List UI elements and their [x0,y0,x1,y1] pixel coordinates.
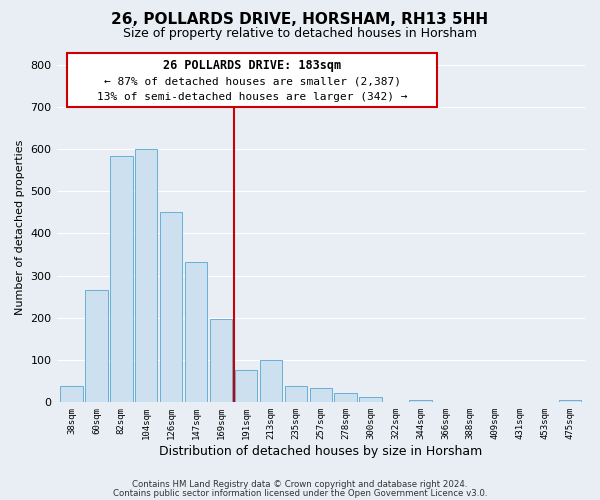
Bar [235,370,257,402]
Bar [409,400,431,402]
Text: 13% of semi-detached houses are larger (342) →: 13% of semi-detached houses are larger (… [97,92,407,102]
Text: Contains HM Land Registry data © Crown copyright and database right 2024.: Contains HM Land Registry data © Crown c… [132,480,468,489]
Bar [260,360,282,402]
Bar [559,400,581,402]
Text: 26, POLLARDS DRIVE, HORSHAM, RH13 5HH: 26, POLLARDS DRIVE, HORSHAM, RH13 5HH [112,12,488,28]
Bar [334,394,357,402]
Bar [110,156,133,402]
Bar [284,386,307,402]
Bar [60,386,83,402]
Text: ← 87% of detached houses are smaller (2,387): ← 87% of detached houses are smaller (2,… [104,76,401,86]
Text: Contains public sector information licensed under the Open Government Licence v3: Contains public sector information licen… [113,489,487,498]
Bar [85,290,107,402]
Bar [185,262,208,402]
Text: Size of property relative to detached houses in Horsham: Size of property relative to detached ho… [123,28,477,40]
FancyBboxPatch shape [67,52,437,106]
Bar [359,397,382,402]
X-axis label: Distribution of detached houses by size in Horsham: Distribution of detached houses by size … [159,444,482,458]
Bar [210,319,232,402]
Bar [160,212,182,402]
Bar [310,388,332,402]
Bar [135,150,157,402]
Y-axis label: Number of detached properties: Number of detached properties [15,140,25,315]
Text: 26 POLLARDS DRIVE: 183sqm: 26 POLLARDS DRIVE: 183sqm [163,60,341,72]
